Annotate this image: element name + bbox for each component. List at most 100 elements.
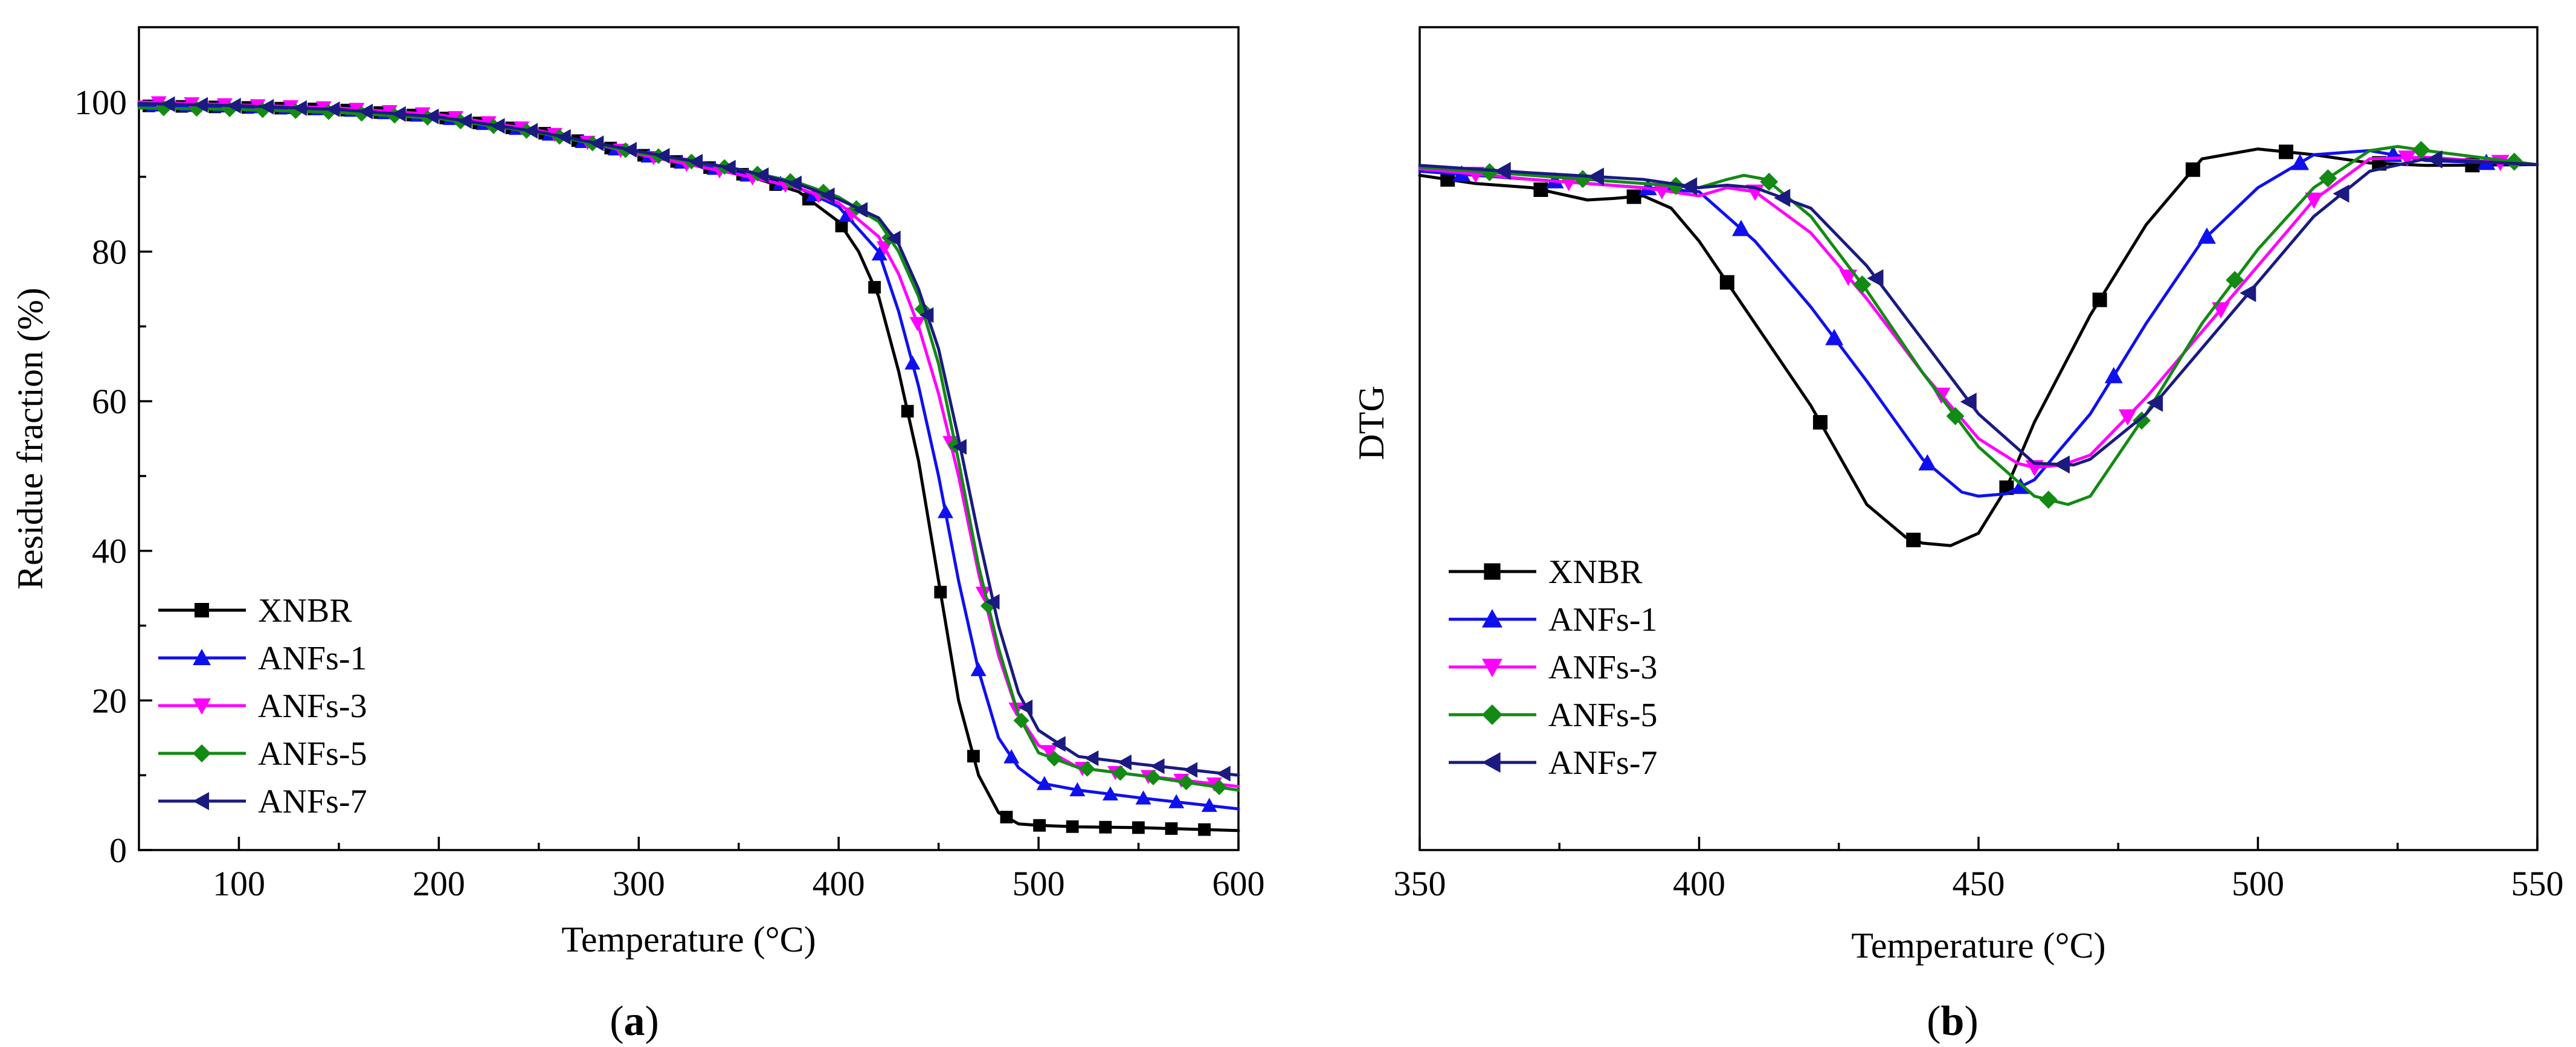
panel-b-x-axis-title: Temperature (°C) [1851, 926, 2105, 965]
data-point [1825, 329, 1844, 346]
data-point [1036, 776, 1052, 790]
x-tick-label: 350 [1394, 864, 1446, 903]
data-point [1069, 782, 1086, 796]
legend-marker [193, 698, 211, 715]
data-point [1652, 183, 1671, 200]
legend-item-anfs-1: ANFs-1 [158, 640, 367, 677]
data-point [2118, 409, 2137, 426]
data-point [1132, 821, 1145, 834]
series-line [1418, 145, 2539, 506]
data-point [1853, 275, 1872, 294]
y-tick-label: 100 [74, 83, 127, 122]
legend-item-anfs-3: ANFs-3 [158, 688, 367, 725]
data-point [1168, 794, 1185, 808]
data-point [904, 355, 921, 370]
data-point [1201, 797, 1217, 812]
data-point [901, 405, 914, 418]
legend-label: ANFs-5 [1548, 697, 1657, 734]
series-anfs-1 [1418, 146, 2539, 498]
data-point [934, 585, 947, 599]
x-tick-label: 600 [1212, 864, 1265, 903]
legend-label: ANFs-1 [258, 640, 367, 677]
data-point [1003, 749, 1020, 764]
legend-item-anfs-7: ANFs-7 [158, 783, 367, 820]
data-point [1099, 820, 1112, 834]
data-point [1117, 754, 1132, 770]
data-point [2412, 141, 2430, 159]
legend-label: ANFs-7 [258, 783, 367, 820]
x-tick-label: 500 [1013, 864, 1065, 903]
data-point [2305, 192, 2323, 209]
series-xnbr [1418, 144, 2539, 547]
data-point [937, 504, 953, 518]
series-line [1418, 155, 2539, 469]
data-point [326, 101, 340, 117]
data-point [2039, 491, 2058, 509]
data-point [1183, 762, 1198, 778]
data-point [556, 129, 571, 145]
data-point [292, 100, 307, 116]
data-point [2279, 144, 2294, 159]
data-point [876, 241, 892, 256]
data-point [2333, 184, 2349, 203]
panel-a-series [137, 96, 1240, 836]
data-point [259, 98, 274, 115]
data-point [358, 103, 373, 120]
data-point [2226, 271, 2244, 289]
panel-b-y-axis-title: DTG [1351, 385, 1391, 460]
data-point [868, 281, 881, 294]
panel-b-series [1418, 141, 2539, 547]
legend-marker [193, 792, 209, 810]
y-tick-label: 0 [109, 831, 127, 870]
series-line [1418, 149, 2539, 498]
data-point [754, 167, 769, 184]
data-point [1066, 820, 1079, 833]
data-point [1135, 790, 1151, 805]
data-point [970, 662, 987, 677]
panel-b-chart: 350 400 450 500 550 Temperature (°C) DTG XNB… [1351, 26, 2564, 1045]
data-point [2133, 411, 2151, 430]
data-point [2291, 153, 2310, 170]
legend-label: ANFs-3 [1548, 649, 1657, 686]
legend-label: ANFs-5 [258, 735, 367, 773]
data-point [1813, 414, 1828, 430]
data-point [2197, 227, 2216, 244]
data-point [1533, 182, 1548, 198]
data-point [1079, 761, 1095, 777]
data-point [227, 97, 241, 114]
series-line [1418, 147, 2539, 547]
data-point [952, 439, 967, 455]
data-point [2185, 162, 2200, 177]
data-point [1041, 745, 1057, 759]
legend-item-xnbr: XNBR [1449, 553, 1643, 591]
data-point [457, 113, 472, 129]
series-anfs-7 [1418, 150, 2539, 474]
data-point [1198, 823, 1211, 836]
data-point [721, 159, 736, 176]
data-point [967, 750, 980, 763]
x-tick-label: 550 [2511, 864, 2564, 903]
legend-item-anfs-5: ANFs-5 [1449, 697, 1657, 734]
x-tick-label: 300 [613, 864, 665, 903]
data-point [491, 118, 505, 134]
data-point [1760, 172, 1779, 191]
data-point [1960, 392, 1977, 411]
data-point [1165, 822, 1178, 835]
data-point [1150, 758, 1165, 775]
data-point [1918, 454, 1937, 471]
x-tick-label: 400 [1673, 864, 1725, 903]
legend-marker [1484, 563, 1501, 580]
data-point [193, 97, 208, 113]
data-point [787, 175, 802, 192]
series-line [137, 100, 1240, 788]
x-tick-label: 100 [213, 864, 265, 903]
data-point [1102, 786, 1118, 801]
data-point [2240, 284, 2256, 303]
panel-b-legend: XNBR ANFs-1 ANFs-3 ANFs-5 ANFs-7 [1449, 553, 1657, 782]
data-point [622, 141, 637, 158]
panel-a-tick-labels: 100 200 300 400 500 600 0 20 40 60 80 100 [74, 83, 1265, 903]
data-point [1906, 532, 1921, 547]
data-point [1667, 176, 1686, 195]
data-point [1013, 712, 1029, 729]
data-point [1626, 189, 1641, 204]
